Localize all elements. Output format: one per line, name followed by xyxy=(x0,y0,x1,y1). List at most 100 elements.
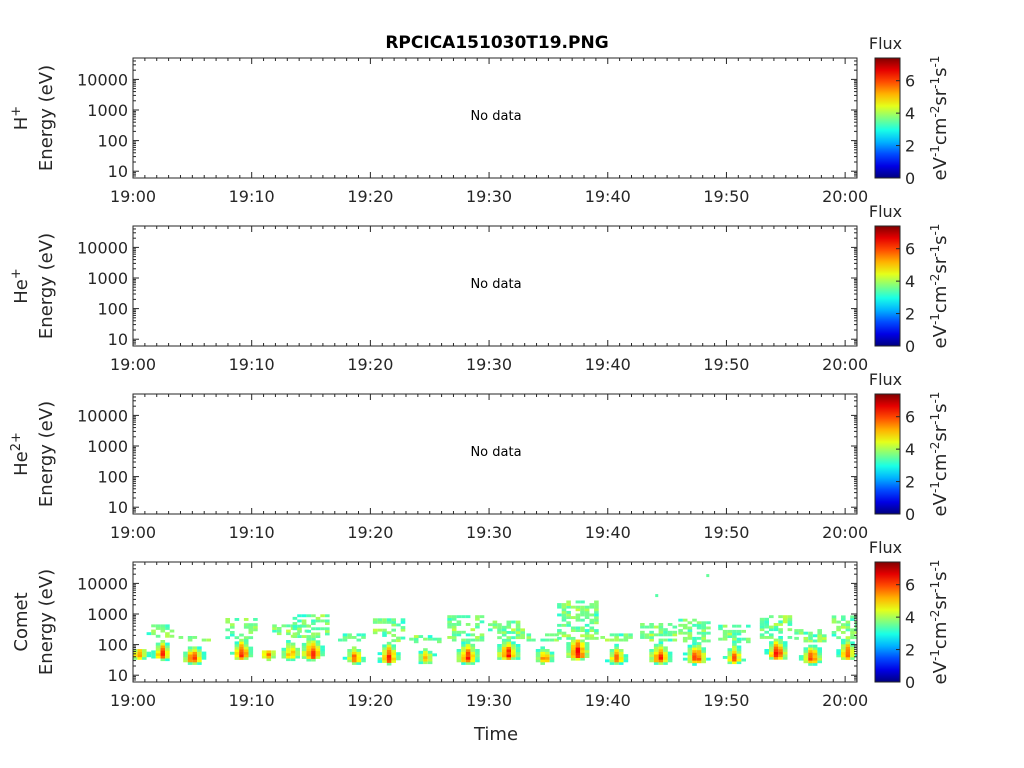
heatmap-cell xyxy=(746,637,751,641)
heatmap-cell xyxy=(580,652,585,656)
heatmap-cell xyxy=(386,631,392,635)
heatmap-cell xyxy=(600,636,605,639)
heatmap-cell xyxy=(732,642,737,646)
colorbar-tick-label: 2 xyxy=(905,641,915,660)
heatmap-cell xyxy=(183,656,188,660)
heatmap-cell xyxy=(570,657,576,661)
heatmap-cell xyxy=(658,646,664,650)
heatmap-cell xyxy=(845,651,851,655)
heatmap-cell xyxy=(160,655,166,659)
colorbar-unit-label: eV-1cm-2sr-1s-1 xyxy=(928,392,951,517)
heatmap-cell xyxy=(497,649,502,653)
heatmap-cell xyxy=(584,631,590,635)
heatmap-cell xyxy=(315,653,321,657)
heatmap-cluster xyxy=(557,600,599,661)
heatmap-cell xyxy=(511,657,516,660)
heatmap-cell xyxy=(470,633,476,637)
heatmap-cell xyxy=(423,637,428,641)
heatmap-cell xyxy=(644,633,650,637)
y-ticks: 10 100 1000 10000 xyxy=(77,561,857,685)
heatmap-cell xyxy=(566,642,571,645)
heatmap-cell xyxy=(325,619,330,623)
y-tick-label: 10 xyxy=(108,330,128,349)
heatmap-cell xyxy=(850,651,855,655)
heatmap-cell xyxy=(515,620,521,624)
heatmap-cell xyxy=(812,657,818,661)
heatmap-cluster xyxy=(409,635,442,665)
heatmap-cell xyxy=(155,647,161,651)
heatmap-cell xyxy=(234,646,240,650)
heatmap-cell xyxy=(545,656,550,660)
heatmap-cell xyxy=(142,649,147,652)
heatmap-cell xyxy=(465,649,471,652)
heatmap-cell xyxy=(506,646,512,650)
heatmap-cell xyxy=(447,625,452,629)
heatmap-cell xyxy=(470,662,476,665)
heatmap-cell xyxy=(192,649,198,652)
heatmap-cell xyxy=(554,638,559,642)
heatmap-cell xyxy=(501,633,507,637)
heatmap-cell xyxy=(423,656,428,659)
heatmap-cell xyxy=(295,650,300,654)
heatmap-cell xyxy=(850,618,855,621)
heatmap-cell xyxy=(836,628,841,632)
heatmap-cell xyxy=(667,623,673,626)
heatmap-cell xyxy=(243,638,249,642)
heatmap-cell xyxy=(609,649,615,652)
heatmap-cell xyxy=(836,620,841,624)
no-data-note: No data xyxy=(470,445,521,460)
heatmap-cell xyxy=(575,600,581,604)
heatmap-cell xyxy=(361,656,366,660)
heatmap-cell xyxy=(356,649,362,652)
colorbar-tick-label: 2 xyxy=(905,137,915,156)
heatmap-cell xyxy=(142,656,147,660)
x-tick-label: 19:40 xyxy=(585,187,631,206)
heatmap-cell xyxy=(609,651,615,655)
heatmap-cell xyxy=(841,625,846,629)
heatmap-cell xyxy=(798,629,804,632)
x-tick-label: 19:30 xyxy=(466,355,512,374)
heatmap-cell xyxy=(808,644,813,648)
x-tick-label: 20:00 xyxy=(822,355,868,374)
heatmap-cell xyxy=(584,616,590,619)
heatmap-cell xyxy=(372,628,378,632)
heatmap-cell xyxy=(427,650,433,654)
heatmap-cell xyxy=(732,629,737,633)
heatmap-cell xyxy=(347,633,352,637)
heatmap-cluster xyxy=(678,618,711,666)
species-label: Comet xyxy=(11,592,32,651)
heatmap-cell xyxy=(803,631,809,635)
panel-3: 19:00 19:10 19:20 19:30 19:40 19:50 20:00 10 100… xyxy=(9,370,951,542)
heatmap-cell xyxy=(658,628,664,632)
heatmap-cell xyxy=(701,639,706,643)
heatmap-cell xyxy=(736,648,742,652)
heatmap-cell xyxy=(696,623,702,627)
heatmap-cell xyxy=(311,656,316,659)
heatmap-cell xyxy=(718,627,723,631)
heatmap-cell xyxy=(243,623,249,627)
heatmap-cell xyxy=(584,649,590,653)
heatmap-cell xyxy=(520,628,525,632)
heatmap-cell xyxy=(609,662,615,665)
heatmap-cell xyxy=(706,657,711,661)
heatmap-cell xyxy=(501,641,507,645)
heatmap-cell xyxy=(682,636,688,640)
heatmap-cell xyxy=(201,638,207,642)
heatmap-cell xyxy=(506,651,512,655)
heatmap-cell xyxy=(782,651,788,655)
heatmap-cell xyxy=(187,651,193,655)
heatmap-cell xyxy=(187,659,193,663)
heatmap-cell xyxy=(692,618,697,622)
heatmap-cell xyxy=(197,659,202,663)
heatmap-cell xyxy=(391,660,396,663)
heatmap-cell xyxy=(382,654,387,658)
heatmap-cell xyxy=(773,625,779,629)
heatmap-cluster xyxy=(272,624,310,662)
heatmap-cell xyxy=(817,655,822,658)
heatmap-cell xyxy=(759,617,765,621)
heatmap-cell xyxy=(281,624,287,628)
heatmap-cell xyxy=(497,628,502,632)
heatmap-cell xyxy=(667,659,673,663)
heatmap-cell xyxy=(306,658,311,662)
heatmap-cell xyxy=(201,651,207,655)
